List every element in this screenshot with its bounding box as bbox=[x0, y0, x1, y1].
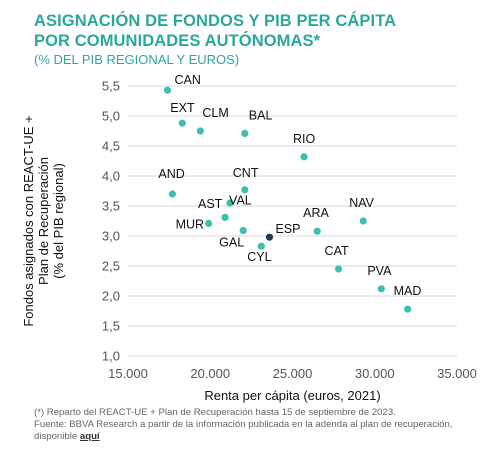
y-tick-label: 5,0 bbox=[102, 109, 120, 124]
x-axis-ticks: 15.000 20.000 25.000 30.000 35.000 bbox=[108, 366, 477, 381]
data-point-mur bbox=[205, 219, 213, 227]
point-label-clm: CLM bbox=[202, 106, 228, 120]
point-label-pva: PVA bbox=[367, 264, 392, 278]
data-point-ext bbox=[178, 119, 186, 127]
point-label-val: VAL bbox=[229, 193, 252, 207]
source-link[interactable]: aquí bbox=[79, 431, 100, 442]
data-point-mad bbox=[404, 305, 412, 313]
chart-title: ASIGNACIÓN DE FONDOS Y PIB PER CÁPITA PO… bbox=[34, 11, 396, 51]
data-point-cnt bbox=[241, 186, 249, 194]
point-label-cyl: CYL bbox=[247, 250, 271, 264]
data-point-gal bbox=[239, 227, 247, 235]
point-label-can: CAN bbox=[174, 73, 200, 87]
y-tick-label: 3,5 bbox=[102, 199, 120, 214]
y-axis-title: Fondos asignados con REACT-UE + Plan de R… bbox=[21, 115, 66, 326]
point-label-nav: NAV bbox=[349, 196, 374, 210]
scatter-chart: 1,0 1,5 2,0 2,5 3,0 3,5 4,0 4,5 5,0 5,5 15.000 20.… bbox=[21, 73, 477, 403]
point-label-bal: BAL bbox=[249, 108, 273, 122]
data-point-can bbox=[163, 86, 172, 94]
chart-subtitle: (% DEL PIB REGIONAL Y EUROS) bbox=[34, 52, 240, 67]
y-axis-title-line: (% del PIB regional) bbox=[51, 163, 66, 279]
data-point-esp bbox=[265, 233, 274, 241]
point-label-esp: ESP bbox=[275, 222, 300, 236]
y-axis-title-line: Plan de Recuperación bbox=[36, 157, 51, 285]
point-label-mad: MAD bbox=[394, 284, 422, 298]
y-tick-label: 3,0 bbox=[102, 229, 120, 244]
chart-title-line-1: ASIGNACIÓN DE FONDOS Y PIB PER CÁPITA bbox=[34, 12, 397, 30]
point-label-and: AND bbox=[158, 167, 184, 181]
data-point-cat bbox=[334, 265, 343, 273]
y-tick-label: 4,0 bbox=[102, 169, 120, 184]
point-label-cnt: CNT bbox=[233, 166, 259, 180]
x-tick-label: 15.000 bbox=[108, 366, 148, 381]
y-tick-label: 2,5 bbox=[102, 259, 120, 274]
footnote-prefix: disponible bbox=[34, 431, 80, 442]
data-point-ast bbox=[226, 199, 234, 207]
data-point-ara bbox=[313, 227, 321, 235]
data-point-and bbox=[168, 190, 177, 198]
data-point-labels: CAN EXT CLM BAL RIO CNT AND AST VAL NAV MUR ARA GAL E… bbox=[158, 73, 421, 298]
y-axis-ticks: 1,0 1,5 2,0 2,5 3,0 3,5 4,0 4,5 5,0 5,5 bbox=[102, 79, 120, 364]
footnote-line-3: disponible aquí bbox=[34, 431, 496, 443]
data-point-clm bbox=[196, 127, 204, 135]
y-tick-label: 1,5 bbox=[102, 319, 120, 334]
point-label-ara: ARA bbox=[303, 206, 329, 220]
data-point-rio bbox=[300, 153, 308, 161]
y-tick-label: 4,5 bbox=[102, 139, 120, 154]
gridlines bbox=[128, 85, 457, 357]
y-tick-label: 2,0 bbox=[102, 289, 120, 304]
y-axis-title-line: Fondos asignados con REACT-UE + bbox=[21, 115, 36, 326]
data-point-bal bbox=[241, 129, 249, 137]
data-points bbox=[163, 86, 412, 313]
x-tick-label: 30.000 bbox=[355, 366, 395, 381]
footnote-line-1: (*) Reparto del REACT-UE + Plan de Recup… bbox=[34, 407, 396, 418]
x-tick-label: 20.000 bbox=[190, 366, 230, 381]
data-point-pva bbox=[377, 285, 385, 293]
data-point-val bbox=[221, 213, 229, 221]
y-tick-label: 1,0 bbox=[102, 349, 120, 364]
chart-title-line-2: POR COMUNIDADES AUTÓNOMAS* bbox=[34, 32, 321, 50]
point-label-mur: MUR bbox=[176, 217, 204, 231]
y-tick-label: 5,5 bbox=[102, 79, 120, 94]
x-axis-title: Renta per cápita (euros, 2021) bbox=[204, 388, 380, 403]
data-point-nav bbox=[359, 217, 367, 225]
point-label-gal: GAL bbox=[219, 236, 244, 250]
point-label-cat: CAT bbox=[325, 244, 349, 258]
data-point-cyl bbox=[257, 242, 265, 250]
footnotes: (*) Reparto del REACT-UE + Plan de Recup… bbox=[34, 407, 496, 443]
point-label-ast: AST bbox=[198, 197, 223, 211]
footnote-source: Fuente: BBVA Research a partir de la inf… bbox=[34, 419, 453, 430]
x-tick-label: 25.000 bbox=[273, 366, 313, 381]
point-label-rio: RIO bbox=[293, 132, 316, 146]
x-tick-label: 35.000 bbox=[437, 366, 477, 381]
point-label-ext: EXT bbox=[170, 101, 195, 115]
